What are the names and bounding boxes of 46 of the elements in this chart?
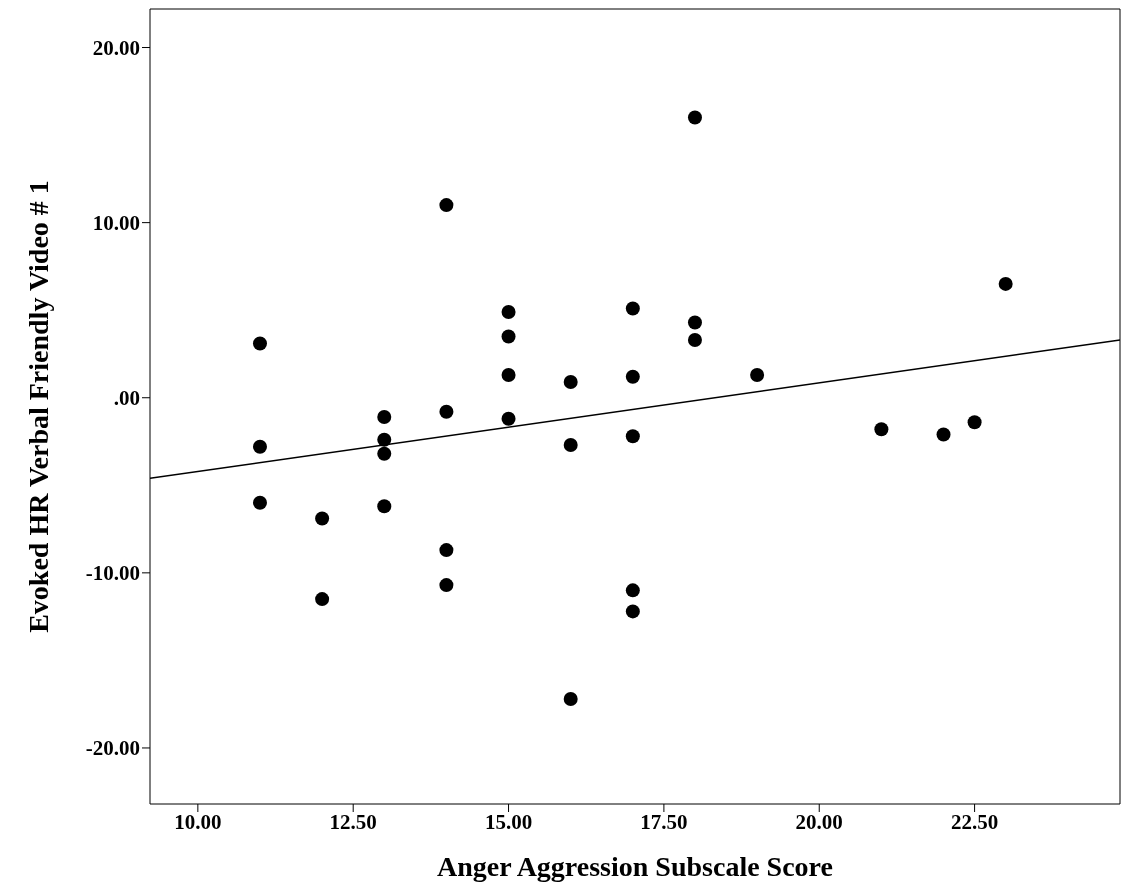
point [625, 301, 640, 316]
x-tick-label: 10.00 [174, 809, 222, 834]
x-tick-label: 20.00 [795, 809, 843, 834]
point [377, 446, 392, 461]
point [967, 415, 982, 430]
point [563, 691, 578, 706]
point [252, 336, 267, 351]
point [439, 543, 454, 558]
point [501, 329, 516, 344]
point [315, 511, 330, 526]
y-axis-title: Evoked HR Verbal Friendly Video # 1 [22, 180, 54, 633]
point [377, 432, 392, 447]
point [252, 439, 267, 454]
x-axis-title: Anger Aggression Subscale Score [437, 851, 833, 882]
x-tick-label: 12.50 [329, 809, 377, 834]
point [501, 411, 516, 426]
point [625, 604, 640, 619]
point [439, 578, 454, 593]
point [625, 369, 640, 384]
y-tick-label: 10.00 [92, 211, 140, 236]
point [315, 592, 330, 607]
point [687, 315, 702, 330]
point [501, 304, 516, 319]
point [563, 374, 578, 389]
point [687, 110, 702, 125]
y-tick-label: -20.00 [85, 736, 140, 761]
y-tick-label: 20.00 [92, 35, 140, 60]
point [625, 583, 640, 598]
point [750, 367, 765, 382]
point [625, 429, 640, 444]
y-tick-label: -10.00 [85, 561, 140, 586]
point [874, 422, 889, 437]
point [377, 499, 392, 514]
point [998, 276, 1013, 291]
y-tick-label: .00 [113, 386, 140, 411]
point [439, 404, 454, 419]
point [687, 332, 702, 347]
point [439, 198, 454, 213]
x-tick-label: 15.00 [484, 809, 533, 834]
point [501, 367, 516, 382]
x-tick-label: 22.50 [950, 809, 999, 834]
point [563, 438, 578, 453]
point [936, 427, 951, 442]
point [252, 495, 267, 510]
point [377, 410, 392, 425]
x-tick-label: 17.50 [640, 809, 688, 834]
